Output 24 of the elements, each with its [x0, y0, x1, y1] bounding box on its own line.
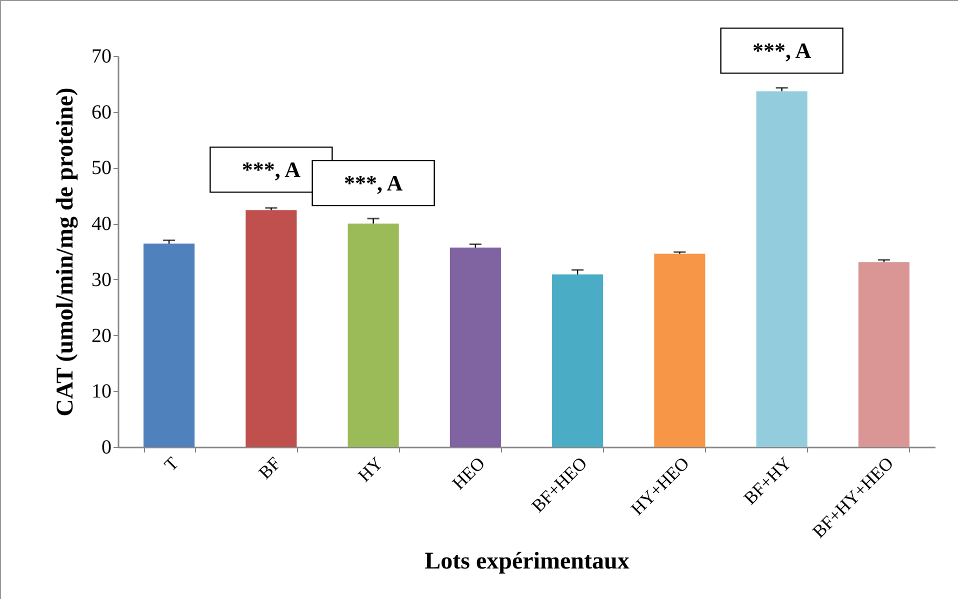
- bar: [552, 274, 604, 447]
- y-tick-label: 70: [92, 46, 112, 68]
- y-tick-label: 20: [92, 324, 112, 347]
- y-tick-label: 30: [92, 268, 112, 291]
- y-tick-label: 0: [102, 436, 112, 458]
- x-tick-label: HY: [354, 453, 387, 486]
- bar: [246, 210, 297, 447]
- bar: [858, 262, 910, 447]
- annotation: ***, A: [752, 38, 812, 64]
- bar: [450, 248, 501, 447]
- bar: [144, 244, 195, 447]
- x-tick-label: BF: [254, 453, 284, 483]
- bar: [756, 91, 808, 447]
- x-tick-label: T: [160, 453, 182, 476]
- annotation: ***, A: [344, 170, 403, 196]
- annotation: ***, A: [242, 157, 301, 182]
- y-tick-label: 60: [92, 101, 112, 124]
- bar: [654, 254, 706, 447]
- x-axis-title: Lots expérimentaux: [424, 548, 630, 575]
- bar: [348, 224, 399, 447]
- y-tick-label: 10: [92, 380, 112, 403]
- y-tick-label: 50: [92, 157, 112, 180]
- y-axis-title: CAT (umol/min/mg de proteine): [52, 88, 78, 416]
- y-tick-label: 40: [92, 213, 112, 236]
